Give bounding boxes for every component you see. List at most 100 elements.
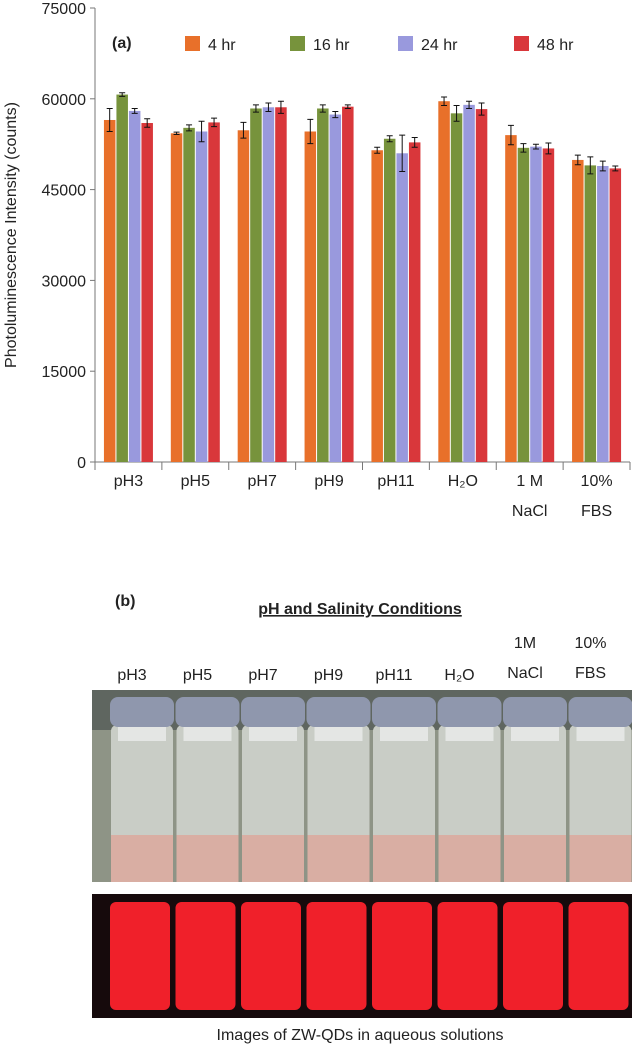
vial-liquid bbox=[504, 835, 566, 882]
x-tick-label: 1 M NaCl bbox=[512, 473, 548, 520]
error-bar bbox=[507, 124, 514, 146]
bar bbox=[329, 114, 342, 462]
bar bbox=[517, 147, 530, 462]
vial-cap bbox=[568, 697, 632, 727]
error-bar bbox=[252, 104, 259, 113]
fluorescent-vial bbox=[437, 902, 498, 1010]
legend-swatch bbox=[290, 36, 305, 51]
fluorescent-vial bbox=[372, 902, 432, 1010]
bar bbox=[505, 135, 517, 462]
error-bar bbox=[441, 96, 448, 106]
y-tick-label: 60000 bbox=[42, 92, 87, 109]
vial-liquid bbox=[373, 835, 435, 882]
error-bar bbox=[119, 92, 126, 97]
error-bar bbox=[211, 117, 218, 128]
error-bar bbox=[106, 107, 113, 132]
error-bar bbox=[307, 118, 314, 145]
error-bar bbox=[240, 121, 247, 139]
bar bbox=[208, 122, 220, 463]
error-bar bbox=[332, 111, 339, 119]
vial-cap bbox=[110, 697, 174, 727]
panel-label: (a) bbox=[112, 35, 132, 52]
bar bbox=[371, 150, 383, 462]
y-axis-label: Photoluminescence Intensity (counts) bbox=[3, 102, 20, 368]
bar bbox=[542, 148, 555, 463]
vial-neck bbox=[314, 727, 363, 741]
error-bar bbox=[532, 143, 539, 150]
bar bbox=[237, 130, 250, 462]
x-tick-label: pH3 bbox=[114, 473, 143, 490]
legend-label: 4 hr bbox=[208, 37, 236, 54]
error-bar bbox=[198, 120, 205, 143]
bar bbox=[584, 165, 597, 463]
vial-neck bbox=[118, 727, 166, 741]
error-bar bbox=[374, 146, 381, 154]
error-bar bbox=[344, 104, 351, 109]
condition-label: 10% FBS bbox=[574, 635, 606, 682]
error-bar bbox=[186, 124, 193, 132]
x-tick-label: pH11 bbox=[377, 473, 414, 490]
legend-swatch bbox=[514, 36, 529, 51]
y-tick-label: 30000 bbox=[42, 273, 87, 290]
legend-swatch bbox=[398, 36, 413, 51]
vial-cap bbox=[437, 697, 502, 727]
bar bbox=[128, 110, 141, 462]
bar bbox=[609, 168, 622, 462]
condition-label: pH3 bbox=[117, 667, 146, 684]
bar bbox=[275, 107, 287, 463]
fluorescent-vial bbox=[241, 902, 301, 1010]
error-bar bbox=[265, 102, 272, 113]
error-bar bbox=[411, 137, 418, 148]
condition-label: pH7 bbox=[248, 667, 277, 684]
y-tick-label: 15000 bbox=[42, 364, 87, 381]
error-bar bbox=[386, 135, 393, 143]
bar bbox=[262, 107, 275, 463]
vial-neck bbox=[445, 727, 494, 741]
legend-label: 48 hr bbox=[537, 37, 574, 54]
legend-swatch bbox=[185, 36, 200, 51]
vial-cap bbox=[175, 697, 240, 727]
error-bar bbox=[319, 104, 326, 113]
bar bbox=[195, 131, 208, 462]
condition-label: pH9 bbox=[314, 667, 343, 684]
error-bar bbox=[277, 100, 284, 114]
fluorescent-vial bbox=[175, 902, 236, 1010]
fluorescent-vial bbox=[110, 902, 170, 1010]
y-tick-label: 0 bbox=[77, 455, 86, 472]
vial-neck bbox=[249, 727, 297, 741]
panel-title: pH and Salinity Conditions bbox=[258, 601, 462, 618]
y-tick-label: 75000 bbox=[42, 1, 87, 18]
fluorescent-vial bbox=[503, 902, 563, 1010]
bar bbox=[572, 159, 584, 462]
error-bar bbox=[399, 134, 406, 172]
error-bar bbox=[520, 143, 527, 153]
bar bbox=[463, 104, 475, 462]
panel-label: (b) bbox=[115, 593, 135, 610]
vial-neck bbox=[511, 727, 559, 741]
error-bar bbox=[466, 100, 473, 109]
bar bbox=[116, 94, 128, 462]
bar bbox=[250, 108, 262, 462]
error-bar bbox=[599, 160, 606, 172]
bar bbox=[304, 131, 317, 462]
bar bbox=[170, 133, 183, 462]
vial-cap bbox=[372, 697, 436, 727]
x-tick-label: H₂O bbox=[448, 473, 478, 490]
bar bbox=[408, 142, 421, 462]
bar bbox=[342, 106, 354, 462]
error-bar bbox=[612, 165, 619, 172]
error-bar bbox=[574, 154, 581, 166]
bar bbox=[475, 109, 488, 462]
bar bbox=[530, 146, 542, 462]
error-bar bbox=[144, 118, 151, 128]
vial-neck bbox=[576, 727, 625, 741]
error-bar bbox=[453, 104, 460, 122]
error-bar bbox=[173, 131, 180, 136]
fluorescent-vial bbox=[306, 902, 367, 1010]
fluorescent-vial bbox=[568, 902, 629, 1010]
vial-liquid bbox=[176, 835, 239, 882]
vial-liquid bbox=[307, 835, 370, 882]
error-bar bbox=[545, 142, 552, 155]
error-bar bbox=[587, 156, 594, 175]
